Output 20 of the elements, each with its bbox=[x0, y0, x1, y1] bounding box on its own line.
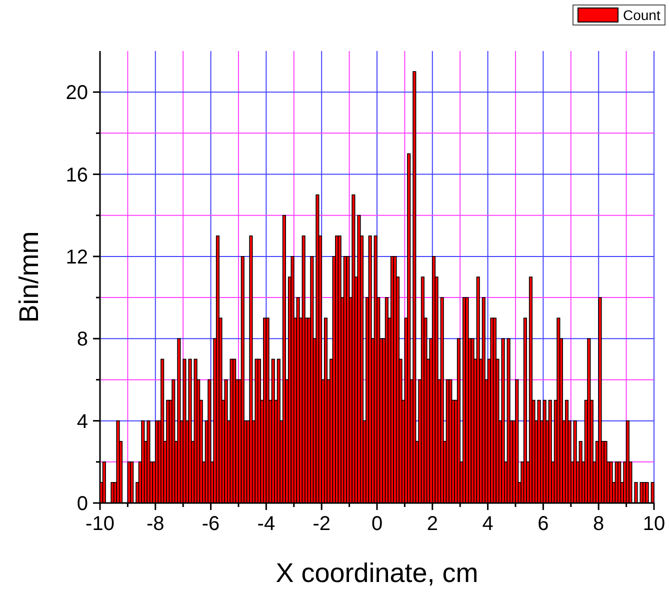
x-tick-label: 4 bbox=[482, 513, 494, 535]
x-tick-label: -6 bbox=[202, 513, 220, 535]
x-axis-title: X coordinate, cm bbox=[276, 558, 478, 588]
x-tick-label: -4 bbox=[257, 513, 276, 535]
x-tick-label: 2 bbox=[426, 513, 438, 535]
x-tick-label: 10 bbox=[642, 513, 666, 535]
x-tick-label: -10 bbox=[86, 513, 114, 535]
y-tick-label: 8 bbox=[76, 328, 88, 351]
x-tick-label: 8 bbox=[593, 513, 604, 535]
x-tick-label: 6 bbox=[538, 513, 549, 535]
y-tick-label: 12 bbox=[66, 246, 88, 268]
x-tick-label: 0 bbox=[371, 513, 383, 535]
x-tick-label: -8 bbox=[146, 513, 164, 535]
y-tick-label: 0 bbox=[76, 493, 88, 515]
y-tick-label: 16 bbox=[66, 164, 88, 186]
y-tick-label: 20 bbox=[66, 82, 88, 104]
y-tick-label: 4 bbox=[76, 410, 88, 433]
legend-label: Count bbox=[623, 7, 660, 23]
y-axis-title: Bin/mm bbox=[14, 231, 44, 323]
x-tick-label: -2 bbox=[312, 513, 330, 535]
